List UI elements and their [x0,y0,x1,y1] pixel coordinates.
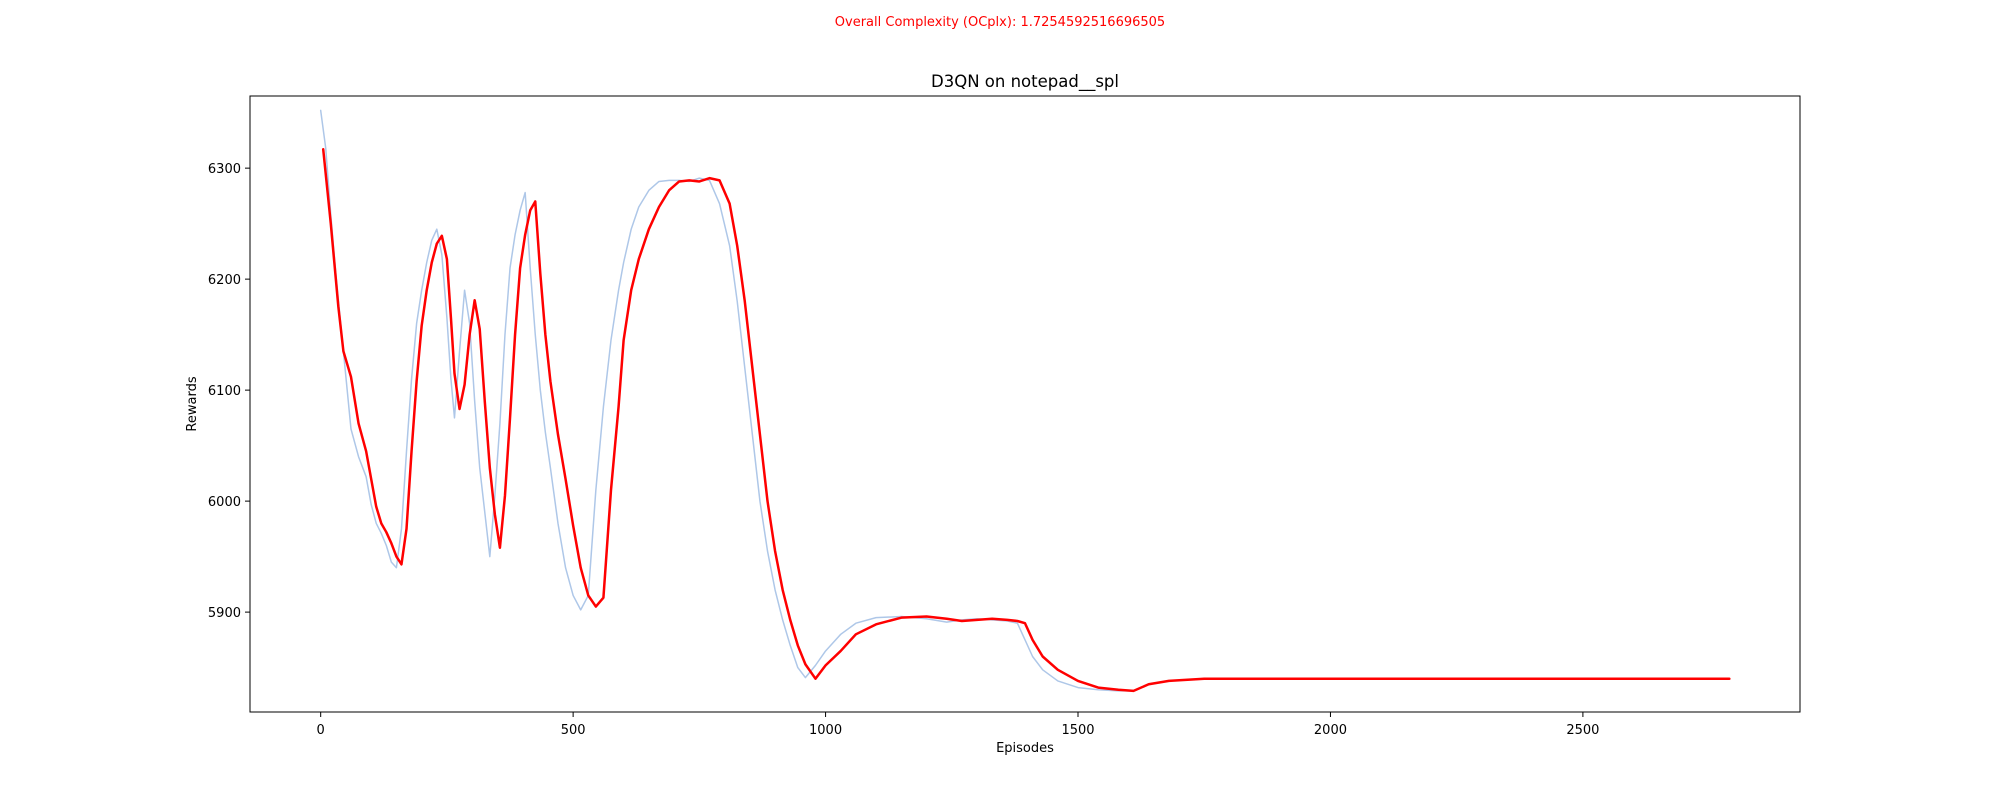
x-tick-label: 2500 [1566,723,1599,738]
suptitle: Overall Complexity (OCplx): 1.7254592516… [835,15,1165,30]
y-tick-label: 6300 [208,162,241,177]
x-axis: 0 500 1000 1500 2000 2500 [317,712,1599,738]
y-axis-label: Rewards [185,376,200,431]
x-tick-label: 1000 [809,723,842,738]
x-tick-label: 500 [561,723,586,738]
axes-frame [249,95,1801,713]
y-axis: 5900 6000 6100 6200 6300 [208,162,250,621]
smoothed-rewards-line [321,148,1731,693]
y-tick-label: 6000 [208,495,241,510]
y-tick-label: 5900 [208,606,241,621]
series-layer [319,109,1731,693]
x-tick-label: 2000 [1314,723,1347,738]
y-tick-label: 6100 [208,384,241,399]
chart-title: D3QN on notepad__spl [931,72,1119,92]
x-axis-label: Episodes [996,741,1054,756]
x-tick-label: 0 [317,723,325,738]
plot-area: 0 500 1000 1500 2000 2500 5900 6000 6100 6200 630… [208,95,1801,738]
x-tick-label: 1500 [1061,723,1094,738]
raw-rewards-line [319,109,1731,692]
y-tick-label: 6200 [208,273,241,288]
